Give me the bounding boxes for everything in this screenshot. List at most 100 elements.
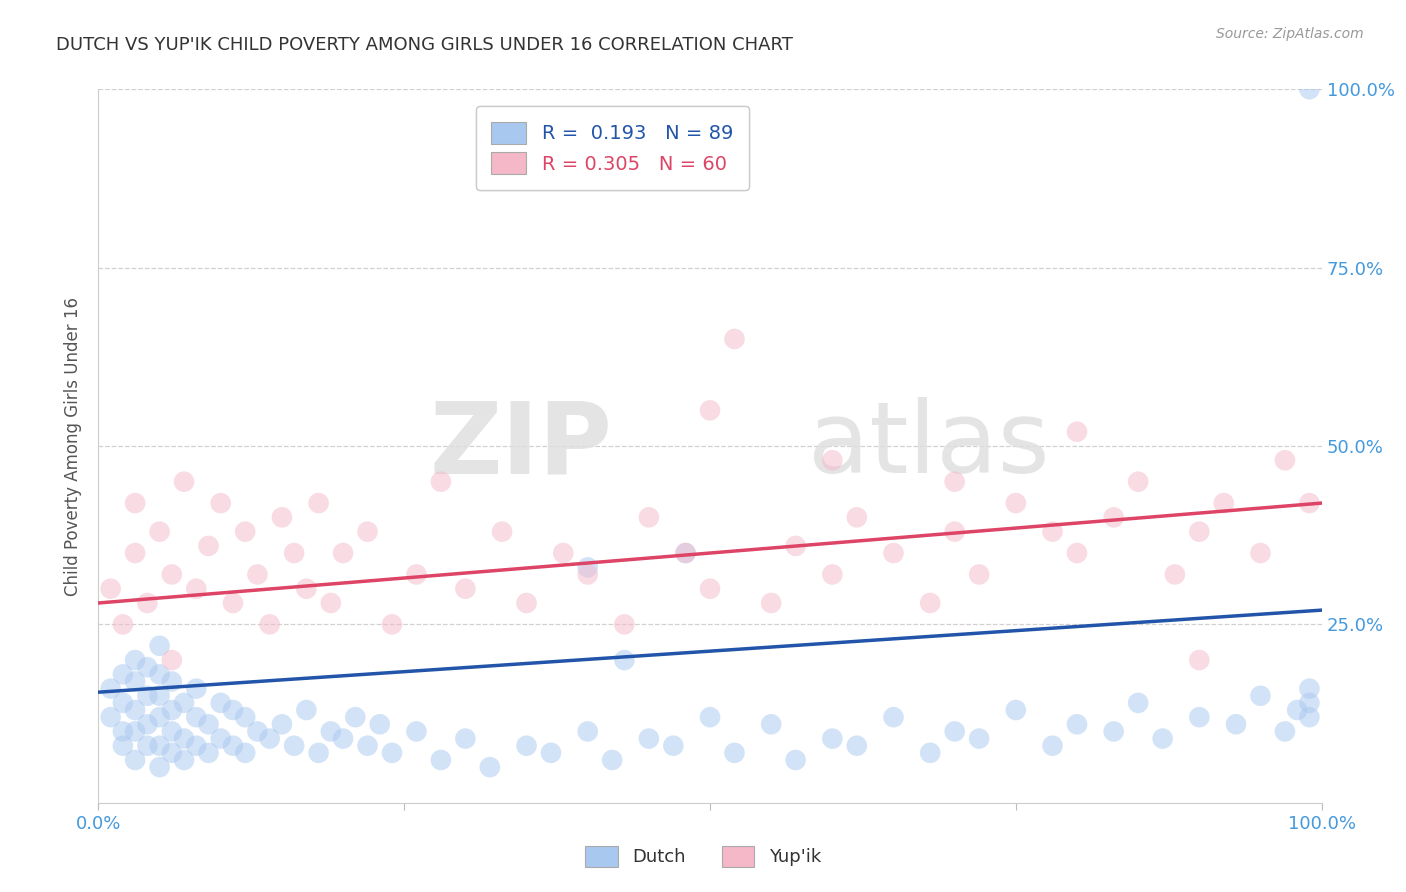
Point (136, 739, 159, 753)
Point (821, 453, 844, 467)
Point (699, 710, 721, 724)
Point (124, 724, 146, 739)
Point (149, 667, 172, 681)
Point (124, 496, 146, 510)
Point (1066, 717, 1088, 731)
Point (186, 582, 208, 596)
Point (381, 746, 404, 760)
Point (1298, 696, 1320, 710)
Point (405, 724, 427, 739)
Point (845, 739, 868, 753)
Point (1042, 739, 1064, 753)
Point (270, 717, 294, 731)
Point (1298, 82, 1320, 96)
Point (233, 710, 256, 724)
Point (515, 596, 537, 610)
Point (430, 753, 453, 767)
Point (332, 546, 354, 560)
Point (233, 524, 256, 539)
Point (308, 746, 330, 760)
Point (1188, 710, 1211, 724)
Point (308, 496, 330, 510)
Point (1152, 731, 1174, 746)
Point (186, 710, 208, 724)
Point (356, 524, 378, 539)
Text: ZIP: ZIP (429, 398, 612, 494)
Point (222, 739, 245, 753)
Point (319, 596, 342, 610)
Point (540, 746, 562, 760)
Point (100, 582, 122, 596)
Point (1225, 717, 1247, 731)
Point (100, 710, 122, 724)
Point (613, 617, 636, 632)
Point (173, 753, 195, 767)
Point (136, 717, 159, 731)
Point (111, 696, 134, 710)
Point (100, 681, 122, 696)
Point (368, 717, 391, 731)
Point (1286, 703, 1309, 717)
Point (454, 731, 477, 746)
Point (613, 653, 636, 667)
Point (1249, 546, 1271, 560)
Point (1188, 653, 1211, 667)
Point (160, 567, 183, 582)
Point (283, 739, 305, 753)
Text: atlas: atlas (808, 398, 1049, 494)
Point (173, 475, 195, 489)
Point (1128, 475, 1150, 489)
Point (600, 753, 623, 767)
Point (332, 731, 354, 746)
Point (638, 731, 661, 746)
Point (883, 546, 905, 560)
Point (124, 653, 146, 667)
Point (160, 674, 183, 689)
Point (1212, 496, 1234, 510)
Point (233, 746, 256, 760)
Point (761, 717, 783, 731)
Point (576, 560, 599, 574)
Point (430, 475, 453, 489)
Point (111, 667, 134, 681)
Point (259, 617, 281, 632)
Point (197, 539, 219, 553)
Point (124, 753, 146, 767)
Point (124, 546, 146, 560)
Point (173, 696, 195, 710)
Point (209, 731, 232, 746)
Point (675, 546, 697, 560)
Point (920, 596, 942, 610)
Point (723, 746, 745, 760)
Point (478, 760, 501, 774)
Point (785, 753, 807, 767)
Point (1042, 524, 1064, 539)
Point (576, 724, 599, 739)
Point (283, 546, 305, 560)
Point (920, 746, 942, 760)
Legend: R =  0.193   N = 89, R = 0.305   N = 60: R = 0.193 N = 89, R = 0.305 N = 60 (475, 106, 748, 190)
Point (111, 739, 134, 753)
Point (149, 639, 172, 653)
Text: Source: ZipAtlas.com: Source: ZipAtlas.com (1216, 27, 1364, 41)
Point (160, 724, 183, 739)
Point (943, 475, 966, 489)
Point (491, 524, 513, 539)
Point (638, 510, 661, 524)
Point (1274, 453, 1296, 467)
Point (270, 510, 294, 524)
Point (149, 524, 172, 539)
Point (1066, 425, 1088, 439)
Point (967, 731, 990, 746)
Point (173, 731, 195, 746)
Point (723, 332, 745, 346)
Point (160, 703, 183, 717)
Point (821, 567, 844, 582)
Point (1298, 681, 1320, 696)
Point (197, 746, 219, 760)
Point (675, 546, 697, 560)
Point (197, 717, 219, 731)
Point (381, 617, 404, 632)
Point (160, 746, 183, 760)
Point (699, 582, 721, 596)
